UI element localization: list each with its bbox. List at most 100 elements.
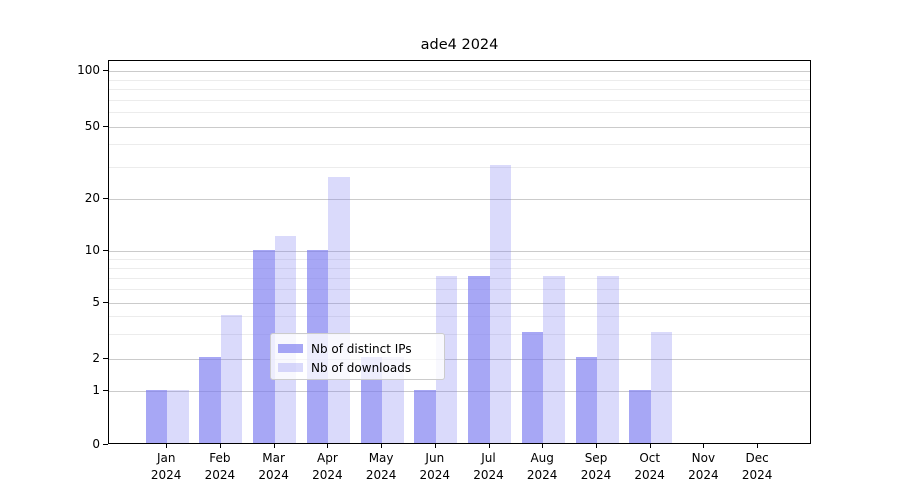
x-tick-month: Jul	[481, 451, 496, 465]
x-tick-month: Aug	[530, 451, 554, 465]
x-tick-month: Dec	[745, 451, 769, 465]
x-tick-month: Mar	[262, 451, 285, 465]
minor-gridline	[109, 166, 810, 168]
x-tick-month: Oct	[639, 451, 661, 465]
minor-gridline	[109, 316, 810, 318]
x-tick-label: Mar 2024	[244, 450, 304, 484]
legend-row: Nb of distinct IPs	[278, 339, 437, 358]
x-tick-mark	[273, 444, 275, 448]
x-tick-label: Jan 2024	[136, 450, 196, 484]
chart-title: ade4 2024	[420, 37, 499, 53]
bar-ips-jan	[145, 389, 168, 443]
x-tick-year: 2024	[634, 468, 665, 482]
x-tick-label: Nov 2024	[673, 450, 733, 484]
bar-ips-sep	[575, 357, 597, 443]
minor-gridline	[109, 144, 810, 146]
y-tick-mark	[103, 70, 108, 71]
legend-label: Nb of downloads	[311, 360, 412, 375]
bar-ips-aug	[521, 332, 544, 443]
x-tick-month: May	[368, 451, 394, 465]
legend-swatch-distinct-ips	[278, 344, 303, 353]
x-tick-mark	[166, 444, 168, 448]
bar-downloads-oct	[650, 332, 673, 443]
legend: Nb of distinct IPs Nb of downloads	[270, 333, 445, 380]
x-tick-mark	[381, 444, 383, 448]
minor-gridline	[109, 89, 810, 91]
y-tick-label: 0	[92, 436, 100, 451]
plot-area	[108, 60, 811, 444]
bar-downloads-feb	[220, 314, 243, 443]
y-tick-label: 2	[92, 350, 100, 365]
x-tick-label: Apr 2024	[297, 450, 357, 484]
y-tick-mark	[103, 250, 108, 251]
y-tick-mark	[103, 126, 108, 127]
y-tick-label: 1	[92, 383, 100, 397]
y-tick-label: 10	[84, 243, 100, 257]
minor-gridline	[109, 99, 810, 101]
bar-ips-jun	[414, 389, 436, 443]
x-tick-mark	[757, 444, 759, 448]
bar-ips-mar	[253, 249, 275, 443]
x-tick-label: Jun 2024	[405, 450, 465, 484]
x-tick-year: 2024	[580, 468, 612, 482]
x-tick-label: Dec 2024	[727, 450, 787, 484]
x-tick-mark	[327, 444, 329, 448]
y-tick-mark	[103, 357, 108, 359]
major-gridline	[109, 391, 810, 392]
bar-downloads-jul	[489, 165, 511, 443]
minor-gridline	[109, 288, 810, 290]
major-gridline	[109, 71, 810, 72]
bar-downloads-sep	[597, 276, 619, 443]
legend-label: Nb of distinct IPs	[311, 341, 412, 356]
x-tick-month: Feb	[209, 451, 231, 465]
y-tick-mark	[103, 301, 108, 303]
minor-gridline	[109, 79, 810, 81]
x-tick-month: Apr	[317, 451, 338, 465]
legend-swatch-downloads	[278, 363, 303, 372]
y-tick-label: 100	[77, 63, 100, 77]
legend-row: Nb of downloads	[278, 358, 437, 377]
y-tick-label: 20	[84, 190, 100, 205]
x-tick-month: Nov	[691, 451, 716, 465]
x-tick-year: 2024	[258, 468, 289, 482]
x-tick-year: 2024	[365, 468, 397, 482]
x-tick-label: Jul 2024	[459, 450, 519, 484]
minor-gridline	[109, 277, 810, 279]
x-tick-mark	[434, 444, 436, 448]
y-tick-label: 5	[92, 294, 100, 309]
major-gridline	[109, 302, 810, 304]
minor-gridline	[109, 333, 810, 335]
major-gridline	[109, 127, 810, 128]
x-tick-mark	[488, 444, 490, 448]
bar-downloads-jan	[167, 389, 189, 443]
major-gridline	[109, 198, 810, 200]
bar-ips-oct	[629, 389, 651, 443]
x-tick-month: Jun	[425, 451, 445, 465]
bar-ips-feb	[199, 357, 221, 443]
minor-gridline	[109, 112, 810, 114]
x-tick-year: 2024	[204, 468, 236, 482]
x-tick-year: 2024	[741, 468, 773, 482]
x-tick-year: 2024	[419, 468, 451, 482]
x-tick-year: 2024	[473, 468, 504, 482]
major-gridline	[109, 251, 810, 252]
major-gridline	[109, 358, 810, 360]
x-tick-month: Jan	[156, 451, 176, 465]
minor-gridline	[109, 267, 810, 269]
bar-ips-jul	[468, 276, 490, 443]
y-tick-mark	[103, 390, 108, 391]
x-tick-mark	[703, 444, 705, 448]
x-tick-mark	[649, 444, 651, 448]
x-tick-year: 2024	[688, 468, 719, 482]
y-tick-mark	[103, 443, 108, 445]
x-tick-year: 2024	[150, 468, 182, 482]
y-tick-mark	[103, 197, 108, 199]
x-tick-label: Aug 2024	[512, 450, 572, 484]
minor-gridline	[109, 258, 810, 260]
y-tick-label: 50	[84, 119, 100, 133]
bar-downloads-apr	[328, 176, 350, 443]
x-tick-label: Oct 2024	[620, 450, 680, 484]
x-tick-mark	[596, 444, 597, 448]
x-tick-label: Sep 2024	[566, 450, 626, 484]
